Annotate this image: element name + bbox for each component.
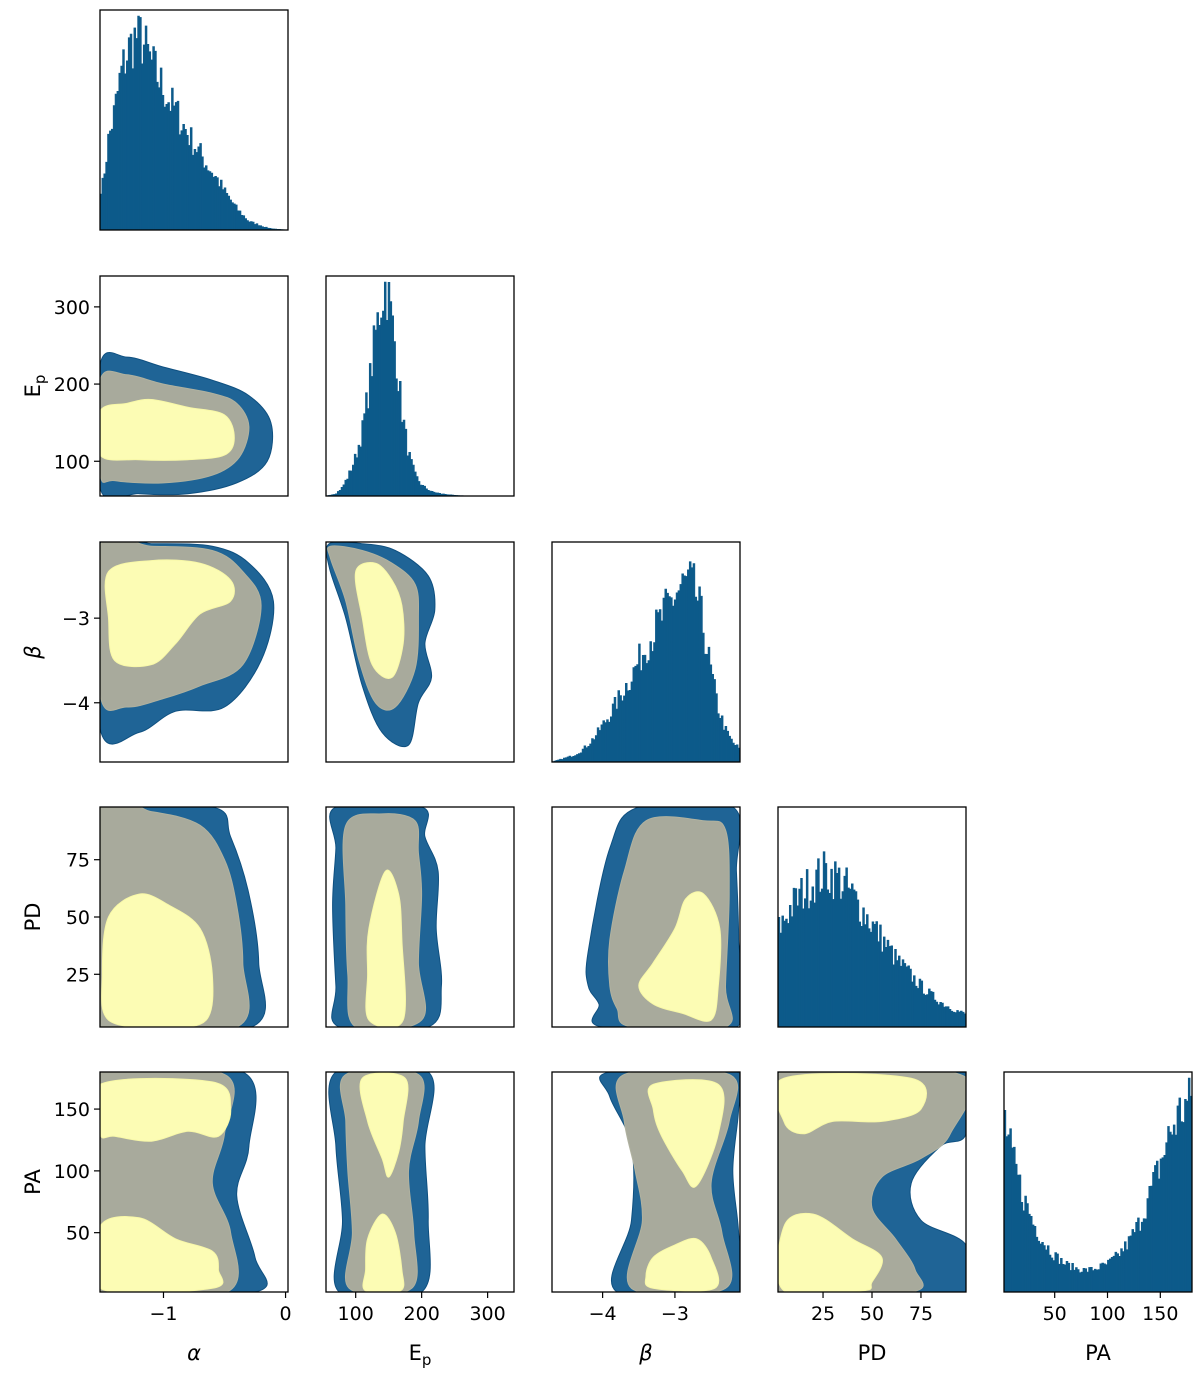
contour-panel-PA-vs-alpha: −1 0 50 100 150 <box>54 1071 292 1325</box>
contour-panel-beta-vs-Ep <box>325 541 515 763</box>
x-tick-label: 100 <box>338 1303 374 1325</box>
contour-level-inner <box>365 869 406 1027</box>
y-tick-label: 150 <box>54 1099 90 1121</box>
y-tick-label: −3 <box>62 608 90 630</box>
panel-frame <box>777 806 967 1028</box>
histogram-bars-beta <box>552 561 740 762</box>
panel-frame <box>99 9 289 231</box>
contour-group <box>100 352 274 496</box>
x-tick-label: −3 <box>661 1303 689 1325</box>
contour-level-inner <box>100 398 235 461</box>
y-axis-label-beta: β <box>21 645 45 659</box>
x-tick-label: 100 <box>1089 1303 1125 1325</box>
x-axis-label-alpha: α <box>187 1341 201 1365</box>
contour-group <box>326 542 436 748</box>
panel-frame <box>1003 1071 1193 1293</box>
panel-frame <box>99 1071 289 1293</box>
contour-level-inner <box>778 1073 927 1135</box>
panel-frame <box>325 806 515 1028</box>
contour-level-inner <box>354 562 405 679</box>
contour-level-inner <box>778 1212 883 1292</box>
x-axis-label-PD: PD <box>858 1341 887 1365</box>
y-tick-label: 300 <box>54 297 90 319</box>
x-tick-label: 25 <box>811 1303 835 1325</box>
panel-frame <box>551 1071 741 1293</box>
contour-panel-PA-vs-beta: −4 −3 <box>551 1071 741 1325</box>
contour-panel-Ep-vs-alpha: 100 200 300 <box>54 275 289 497</box>
hist-panel-PD <box>777 806 967 1028</box>
contour-level-inner <box>101 893 214 1027</box>
contour-level-inner <box>647 1079 725 1188</box>
contour-panel-PD-vs-alpha: 25 50 75 <box>66 806 289 1028</box>
contour-level-inner <box>644 1237 720 1292</box>
contour-group <box>585 807 740 1027</box>
histogram-bars-PA <box>1004 1077 1192 1292</box>
hist-panel-Ep <box>325 275 515 497</box>
x-axis-label-beta: β <box>638 1341 652 1365</box>
histogram-bars-alpha <box>100 15 287 230</box>
y-tick-label: 25 <box>66 964 90 986</box>
panel-frame <box>551 541 741 763</box>
contour-level-inner <box>638 891 722 1022</box>
panel-frame <box>551 806 741 1028</box>
contour-group <box>100 807 266 1027</box>
contour-panel-PD-vs-Ep <box>325 806 515 1028</box>
contour-level-inner <box>100 1216 224 1292</box>
x-axis-label-PA: PA <box>1085 1341 1111 1365</box>
histogram-bars-PD <box>778 851 966 1027</box>
panel-frame <box>99 541 289 763</box>
y-tick-label: 200 <box>54 374 90 396</box>
y-tick-label: 100 <box>54 451 90 473</box>
y-tick-label: 50 <box>66 907 90 929</box>
x-tick-label: −1 <box>149 1303 177 1325</box>
hist-panel-alpha <box>99 9 289 231</box>
contour-group <box>778 1072 966 1292</box>
x-axis-label-Ep: Ep <box>409 1341 432 1369</box>
x-tick-label: 200 <box>404 1303 440 1325</box>
contour-panel-beta-vs-alpha: −4 −3 <box>62 541 289 763</box>
panel-frame <box>325 1071 515 1293</box>
contour-group <box>100 542 275 745</box>
contour-group <box>599 1072 740 1292</box>
hist-panel-PA: 50 100 150 <box>1003 1071 1193 1325</box>
panel-frame <box>325 275 515 497</box>
x-tick-label: 50 <box>860 1303 884 1325</box>
contour-panel-PA-vs-PD: 25 50 75 <box>777 1071 967 1325</box>
y-axis-label-Ep: Ep <box>21 375 49 398</box>
y-axis-label-PA: PA <box>21 1169 45 1195</box>
x-tick-label: −4 <box>589 1303 617 1325</box>
contour-level-inner <box>104 559 235 668</box>
panel-frame <box>99 275 289 497</box>
contour-panel-PA-vs-Ep: 100 200 300 <box>325 1071 515 1325</box>
contour-group <box>329 807 443 1027</box>
y-tick-label: −4 <box>62 693 90 715</box>
x-tick-label: 50 <box>1043 1303 1067 1325</box>
histogram-bars-Ep <box>326 281 468 496</box>
y-tick-label: 100 <box>54 1161 90 1183</box>
y-tick-label: 50 <box>66 1223 90 1245</box>
contour-level-inner <box>362 1213 405 1292</box>
panel-frame <box>325 541 515 763</box>
contour-panel-PD-vs-beta <box>551 806 741 1028</box>
hist-panel-beta <box>551 541 741 763</box>
x-tick-label: 0 <box>280 1303 292 1325</box>
y-tick-label: 75 <box>66 850 90 872</box>
contour-level-middle <box>339 1072 425 1292</box>
x-tick-label: 300 <box>469 1303 505 1325</box>
x-tick-label: 150 <box>1142 1303 1178 1325</box>
x-tick-label: 75 <box>909 1303 933 1325</box>
contour-group <box>328 1072 435 1292</box>
contour-level-inner <box>359 1072 409 1178</box>
contour-group <box>100 1072 268 1292</box>
contour-level-inner <box>100 1077 232 1142</box>
y-axis-label-PD: PD <box>21 903 45 932</box>
